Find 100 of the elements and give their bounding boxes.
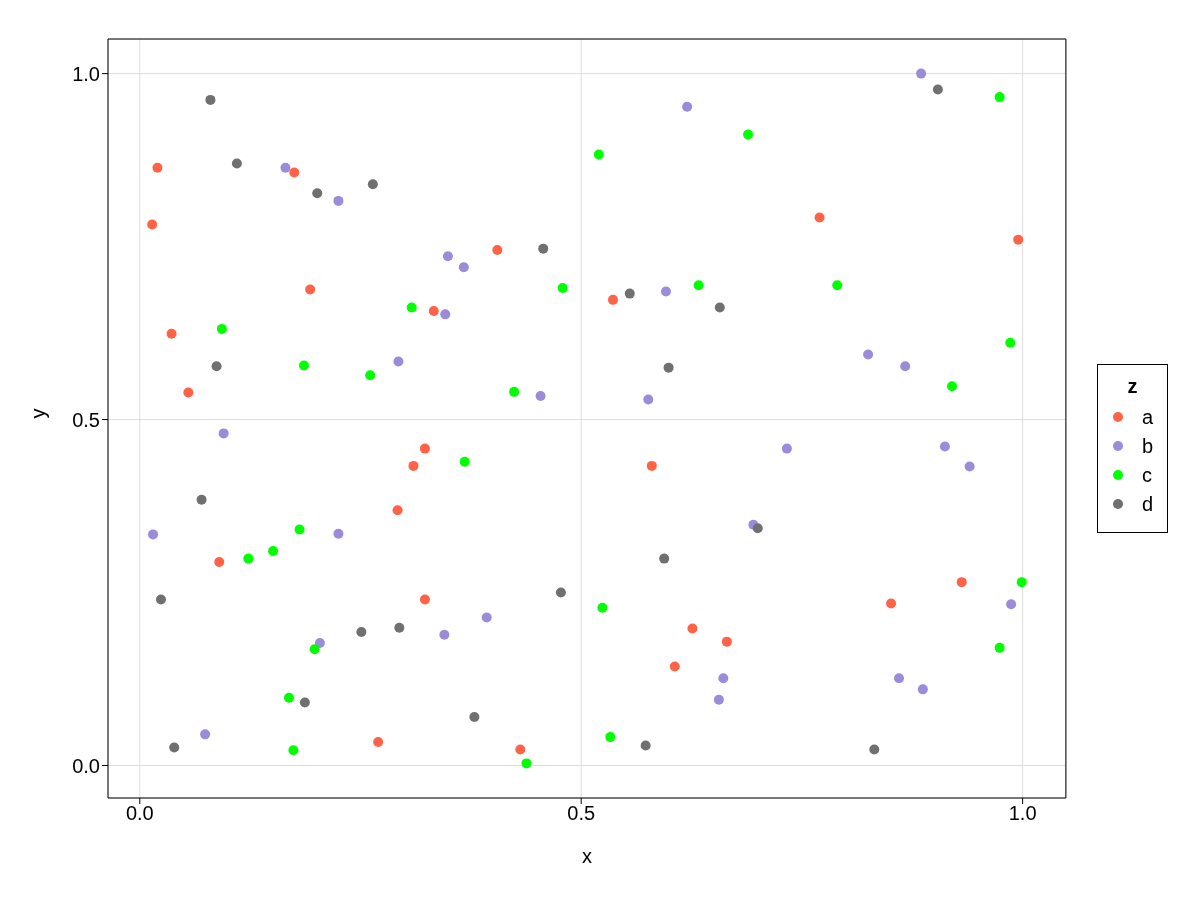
point [1006, 599, 1017, 610]
point [814, 212, 825, 223]
point [442, 251, 453, 262]
point [994, 92, 1005, 103]
point [428, 305, 439, 316]
point [419, 594, 430, 605]
point [605, 732, 616, 743]
point [721, 636, 732, 647]
point [406, 302, 417, 313]
point [521, 758, 532, 769]
point [200, 729, 211, 740]
point [216, 323, 227, 334]
point [916, 68, 927, 79]
point [214, 557, 225, 568]
point [515, 744, 526, 755]
point [555, 587, 566, 598]
point [886, 598, 897, 609]
point [152, 162, 163, 173]
point [660, 286, 671, 297]
point [305, 284, 316, 295]
point [1016, 577, 1027, 588]
point [946, 381, 957, 392]
point [440, 309, 451, 320]
point [218, 428, 229, 439]
point [439, 629, 450, 640]
point [1013, 234, 1024, 245]
point [932, 84, 943, 95]
point [309, 644, 320, 655]
point [492, 245, 503, 256]
point [663, 362, 674, 373]
legend-label: b [1141, 434, 1153, 458]
point [964, 461, 975, 472]
point [781, 443, 792, 454]
point [917, 684, 928, 695]
point [373, 736, 384, 747]
point [743, 129, 754, 140]
point [832, 280, 843, 291]
point [687, 623, 698, 634]
point [294, 524, 305, 535]
y-tick-label: 0.5 [72, 408, 100, 431]
point [458, 262, 469, 273]
point [289, 167, 300, 178]
point [643, 394, 654, 405]
point [669, 661, 680, 672]
point [714, 302, 725, 313]
x-tick-label: 0.0 [125, 802, 154, 825]
point [682, 101, 693, 112]
point [169, 742, 180, 753]
point [196, 494, 207, 505]
point [298, 360, 309, 371]
point [640, 740, 651, 751]
point [367, 179, 378, 190]
point [148, 529, 159, 540]
y-tick-label: 1.0 [72, 62, 100, 85]
point [243, 553, 254, 564]
point [535, 391, 546, 402]
legend-label: d [1141, 492, 1153, 516]
point [752, 523, 763, 534]
point [419, 443, 430, 454]
point [894, 673, 905, 684]
point [939, 441, 950, 452]
point [211, 361, 222, 372]
point [863, 349, 874, 360]
point [459, 456, 470, 467]
point [356, 626, 367, 637]
point [509, 386, 520, 397]
point [1005, 337, 1016, 348]
point [394, 622, 405, 633]
point [481, 612, 492, 623]
point [469, 712, 480, 723]
point [624, 288, 635, 299]
legend-label: a [1141, 405, 1153, 429]
point [288, 745, 299, 756]
point [593, 149, 604, 160]
point [147, 219, 158, 230]
x-axis-title: x [581, 845, 592, 867]
point [900, 361, 911, 372]
point [597, 602, 608, 613]
point [693, 280, 704, 291]
x-tick-label: 1.0 [1008, 802, 1037, 825]
legend-label: c [1141, 463, 1152, 487]
point [183, 387, 194, 398]
point [713, 694, 724, 705]
point [607, 294, 618, 305]
point [299, 697, 310, 708]
point [166, 328, 177, 339]
point [538, 243, 549, 254]
point [231, 158, 242, 169]
x-tick-label: 0.5 [567, 802, 596, 825]
point [408, 460, 419, 471]
y-tick-label: 0.0 [72, 754, 100, 777]
point [869, 744, 880, 755]
point [646, 460, 657, 471]
point [333, 195, 344, 206]
point [268, 546, 279, 556]
y-axis-title: y [27, 408, 50, 419]
point [155, 594, 166, 605]
legend-title: z [1126, 374, 1139, 398]
point [333, 528, 344, 539]
point [280, 162, 291, 173]
